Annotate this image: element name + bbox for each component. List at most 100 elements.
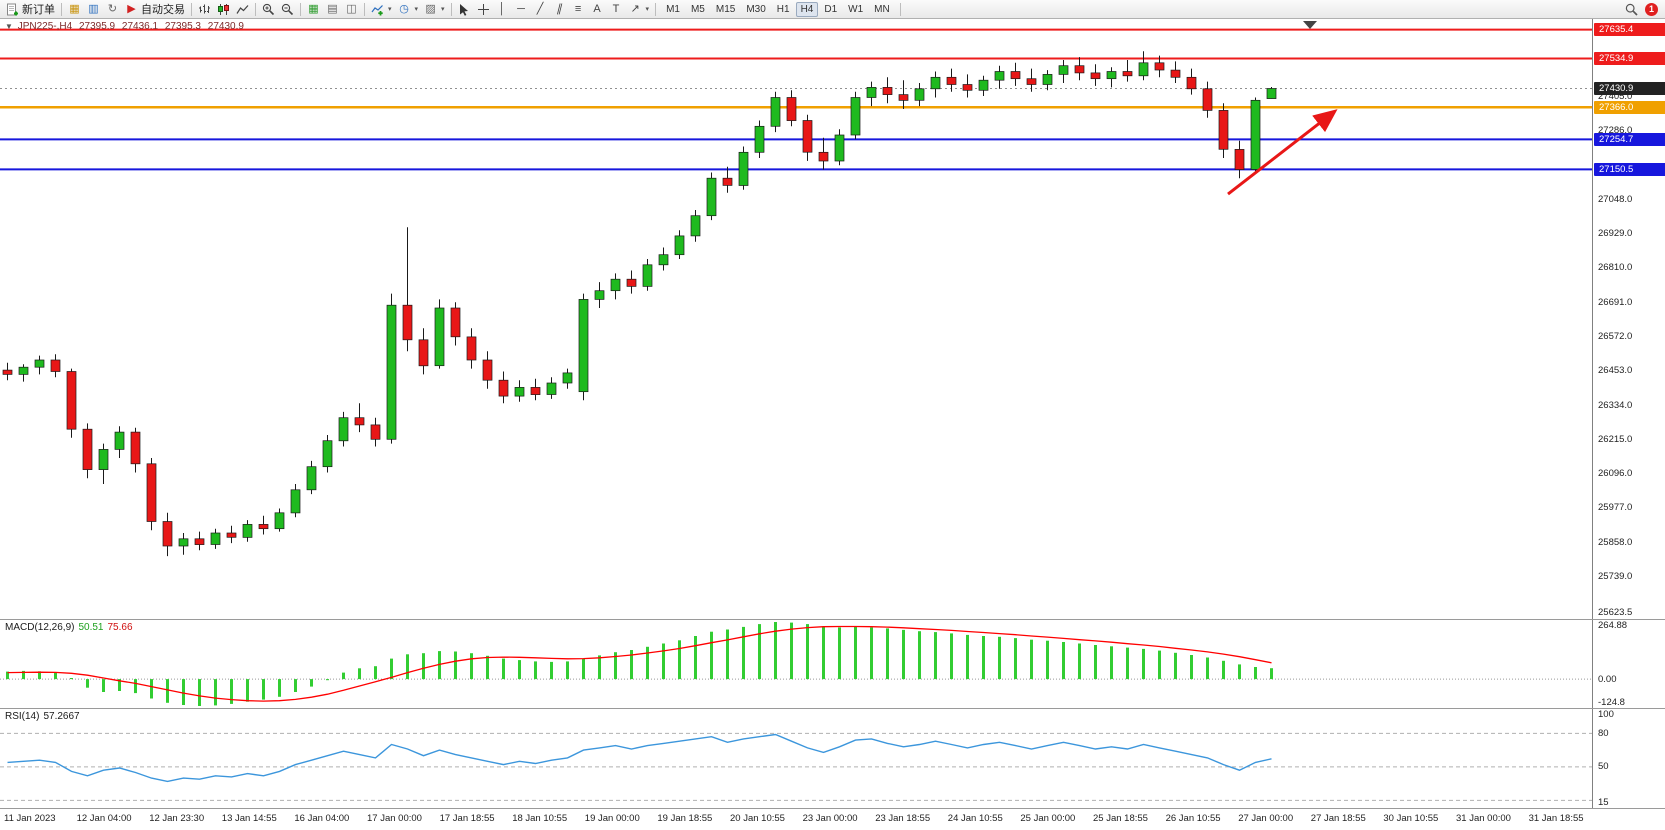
macd-tick: 0.00 (1598, 673, 1617, 685)
timeframe-button-m15[interactable]: M15 (715, 3, 736, 15)
notification-badge[interactable]: 1 (1645, 2, 1658, 16)
zoom-out-button[interactable] (278, 1, 297, 18)
trend-arrow[interactable] (1227, 109, 1338, 196)
new-chart-icon: ▦ (69, 2, 80, 15)
macd-histogram (6, 622, 1273, 706)
rsi-axis[interactable]: 100 80 50 15 (1592, 709, 1665, 808)
time-label: 30 Jan 10:55 (1383, 813, 1439, 824)
timeframe-button-h1[interactable]: H1 (776, 3, 790, 15)
main-toolbar: 新订单 ▦ ▥ ↻ ▶ 自动交易 ▦ ▤ ◫ ▾ (0, 0, 1665, 19)
new-order-label: 新订单 (22, 4, 55, 16)
toolbar-separator (191, 2, 192, 16)
refresh-button[interactable]: ↻ (103, 1, 122, 18)
search-button[interactable] (1622, 1, 1641, 18)
new-order-button[interactable]: 新订单 (3, 1, 58, 18)
line-chart-button[interactable] (233, 1, 252, 18)
macd-axis[interactable]: 264.88 0.00 -124.8 (1592, 620, 1665, 708)
current-price-badge: 27430.9 (1594, 82, 1665, 95)
cursor-icon (458, 3, 471, 16)
price-tick: 25858.0 (1598, 536, 1633, 548)
crosshair-tool-button[interactable] (474, 1, 493, 18)
macd-signal-line (7, 625, 1272, 702)
time-label: 23 Jan 00:00 (802, 813, 858, 824)
templates-button[interactable]: ▨ ▾ (421, 1, 448, 18)
timeframe-button-d1[interactable]: D1 (824, 3, 838, 15)
arrows-tool-button[interactable]: ↗ ▾ (626, 1, 653, 18)
time-label: 31 Jan 00:00 (1456, 813, 1511, 824)
candlestick-chart-button[interactable] (214, 1, 233, 18)
chart-ohlc-header: ▼ JPN225-,H4 27395.9 27436.1 27395.3 274… (5, 21, 248, 32)
chevron-down-icon: ▾ (414, 6, 419, 13)
price-chart-canvas[interactable] (0, 19, 1592, 619)
auto-trading-label: 自动交易 (141, 4, 185, 16)
time-label: 12 Jan 23:30 (149, 813, 205, 824)
timeframe-button-h4[interactable]: H4 (795, 1, 819, 17)
price-axis[interactable]: 27405.0 27286.0 27048.0 26929.0 26810.0 26691… (1592, 19, 1665, 619)
rsi-canvas[interactable] (0, 709, 1592, 808)
vertical-line-tool-button[interactable]: │ (493, 1, 512, 18)
collapse-icon[interactable]: ▼ (5, 22, 13, 31)
price-level-badge: 27150.5 (1594, 162, 1665, 176)
time-axis[interactable]: 11 Jan 2023 12 Jan 04:00 12 Jan 23:30 13 Ja… (0, 809, 1665, 830)
time-label: 31 Jan 18:55 (1528, 813, 1584, 824)
new-chart-button[interactable]: ▦ (65, 1, 84, 18)
trendline-icon: ╱ (536, 2, 544, 15)
indicators-icon (371, 3, 384, 16)
objects-list-button[interactable]: ▤ (323, 1, 342, 18)
time-label: 18 Jan 10:55 (512, 813, 568, 824)
time-label: 19 Jan 18:55 (657, 813, 713, 824)
chart-window: 27405.0 27286.0 27048.0 26929.0 26810.0 26691… (0, 19, 1665, 830)
label-tool-button[interactable]: T (607, 1, 626, 18)
time-label: 16 Jan 04:00 (294, 813, 350, 824)
candlestick-chart-icon (217, 3, 230, 16)
chart-symbol-period: JPN225-,H4 (17, 21, 73, 32)
trendline-tool-button[interactable]: ╱ (531, 1, 550, 18)
fibonacci-tool-button[interactable]: ≡ (569, 1, 588, 18)
time-label: 13 Jan 14:55 (221, 813, 277, 824)
timeframe-button-m1[interactable]: M1 (666, 3, 680, 15)
price-tick: 27048.0 (1598, 193, 1633, 205)
timeframe-button-mn[interactable]: MN (874, 3, 890, 15)
pane-separator[interactable] (0, 708, 1665, 709)
macd-name: MACD(12,26,9) (5, 622, 75, 633)
search-icon (1625, 3, 1638, 16)
macd-canvas[interactable] (0, 620, 1592, 708)
auto-trading-button[interactable]: ▶ 自动交易 (122, 1, 188, 18)
time-label: 20 Jan 10:55 (730, 813, 785, 824)
macd-tick: 264.88 (1598, 620, 1628, 631)
price-tick: 26215.0 (1598, 433, 1633, 445)
tile-windows-button[interactable]: ▦ (304, 1, 323, 18)
timeframe-toolbar: M1 M5 M15 M30 H1 H4 D1 W1 MN (659, 1, 897, 17)
rsi-tick: 15 (1598, 797, 1609, 808)
indicators-button[interactable]: ▾ (368, 1, 395, 18)
rsi-tick: 50 (1598, 761, 1609, 773)
chart-shift-marker[interactable] (1303, 21, 1317, 29)
pane-separator[interactable] (0, 619, 1665, 620)
market-watch-button[interactable]: ▥ (84, 1, 103, 18)
cursor-tool-button[interactable] (455, 1, 474, 18)
timeframe-button-m30[interactable]: M30 (746, 3, 766, 15)
toolbar-separator (300, 2, 301, 16)
horizontal-line-tool-button[interactable]: ─ (512, 1, 531, 18)
time-label: 11 Jan 2023 (4, 813, 56, 824)
rsi-label: RSI(14) 57.2667 (5, 711, 84, 722)
candles (2, 51, 1277, 557)
zoom-in-button[interactable] (259, 1, 278, 18)
refresh-icon: ↻ (107, 2, 118, 15)
price-axis-edge-label: 25623.5 (1598, 607, 1633, 618)
data-window-button[interactable]: ◫ (342, 1, 361, 18)
timeframe-button-w1[interactable]: W1 (848, 3, 864, 15)
toolbar-separator (899, 2, 901, 16)
bar-chart-button[interactable] (195, 1, 214, 18)
ohlc-low: 27395.3 (164, 21, 201, 32)
periods-button[interactable]: ◷ ▾ (395, 1, 422, 18)
timeframe-button-m5[interactable]: M5 (690, 3, 705, 15)
price-tick: 25977.0 (1598, 502, 1633, 514)
text-tool-button[interactable]: A (588, 1, 607, 18)
zoom-out-icon (281, 3, 294, 16)
rsi-pane: 100 80 50 15 RSI(14) 57.2667 (0, 709, 1665, 808)
template-icon: ▨ (425, 2, 436, 15)
zoom-in-icon (262, 3, 275, 16)
rsi-tick: 100 (1598, 709, 1614, 720)
channel-tool-button[interactable]: ∥ (550, 1, 569, 18)
